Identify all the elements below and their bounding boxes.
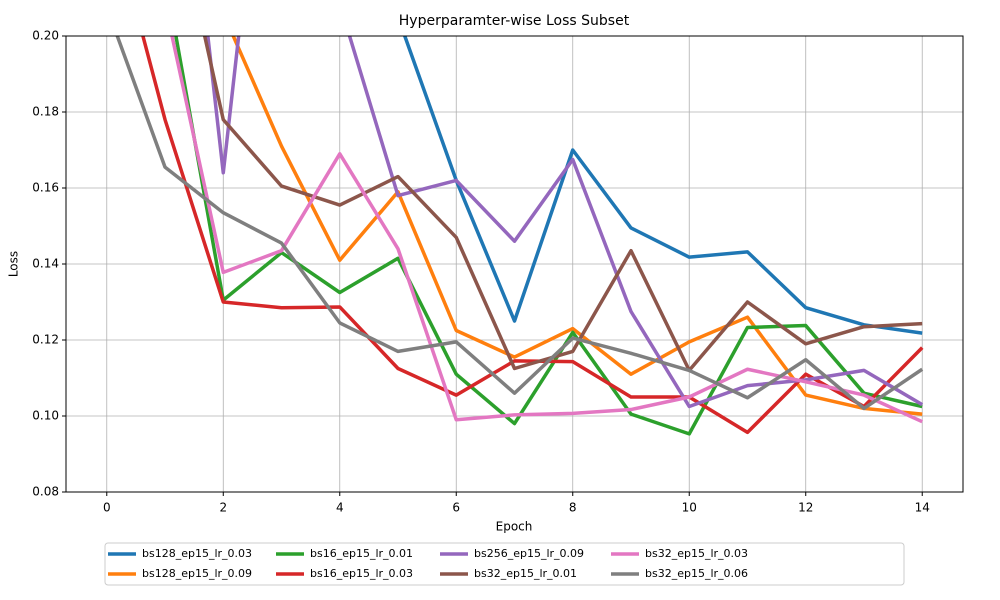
y-tick-label: 0.08 (32, 485, 59, 499)
y-tick-label: 0.20 (32, 29, 59, 43)
series-line (231, 36, 923, 416)
y-tick-label: 0.18 (32, 105, 59, 119)
x-tick-label: 10 (682, 501, 697, 515)
series-line (206, 36, 924, 409)
x-tick-label: 8 (569, 501, 577, 515)
series-line (141, 36, 924, 435)
legend-label: bs256_ep15_lr_0.09 (474, 547, 584, 560)
x-axis-label: Epoch (496, 520, 533, 534)
legend-label: bs16_ep15_lr_0.03 (310, 567, 413, 580)
legend-label: bs32_ep15_lr_0.01 (474, 567, 577, 580)
y-axis-label: Loss (7, 251, 21, 277)
series-line (115, 36, 924, 411)
legend-label: bs16_ep15_lr_0.01 (310, 547, 413, 560)
chart-title: Hyperparamter-wise Loss Subset (399, 13, 630, 29)
y-tick-label: 0.12 (32, 333, 59, 347)
x-tick-label: 2 (219, 501, 227, 515)
x-tick-label: 4 (336, 501, 344, 515)
legend-label: bs128_ep15_lr_0.09 (142, 567, 252, 580)
y-tick-label: 0.16 (32, 181, 59, 195)
x-tick-label: 0 (103, 501, 111, 515)
legend-label: bs128_ep15_lr_0.03 (142, 547, 252, 560)
x-tick-label: 6 (452, 501, 460, 515)
legend-box (104, 542, 905, 586)
legend-label: bs32_ep15_lr_0.03 (645, 547, 748, 560)
series-line (402, 36, 923, 335)
y-tick-label: 0.14 (32, 257, 59, 271)
x-tick-label: 12 (798, 501, 813, 515)
x-tick-label: 14 (915, 501, 930, 515)
series-line (174, 36, 923, 436)
series-line (170, 36, 923, 424)
legend-label: bs32_ep15_lr_0.06 (645, 567, 748, 580)
y-tick-label: 0.10 (32, 409, 59, 423)
series-line (202, 36, 923, 373)
